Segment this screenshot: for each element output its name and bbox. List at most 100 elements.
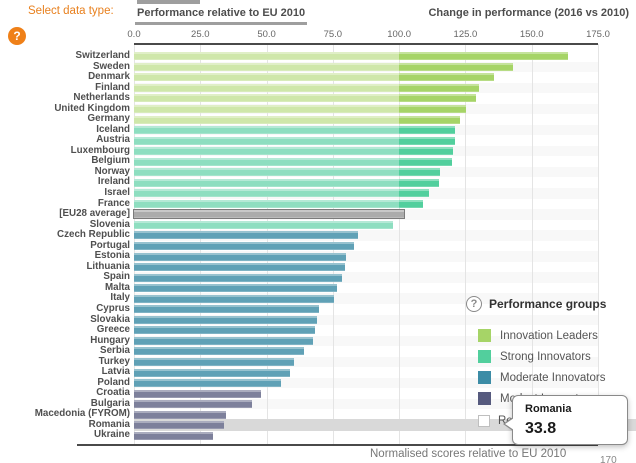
bar-segment-base <box>134 252 347 261</box>
country-label: Greece <box>96 324 130 336</box>
legend-item-label: Moderate Innovators <box>500 371 606 384</box>
country-bar[interactable] <box>134 326 316 335</box>
bar-segment-base <box>134 315 317 324</box>
country-bar[interactable] <box>134 284 338 293</box>
country-bar[interactable] <box>134 389 261 398</box>
country-bar[interactable] <box>134 126 456 135</box>
bar-segment-base <box>134 210 400 219</box>
country-bar[interactable] <box>134 62 514 71</box>
country-bar[interactable] <box>134 157 453 166</box>
country-label: Switzerland <box>75 50 130 61</box>
bar-segment-base <box>134 52 400 61</box>
country-bar[interactable] <box>132 209 406 220</box>
row-stripe <box>134 409 598 420</box>
country-bar[interactable] <box>134 52 568 61</box>
row-stripe <box>134 335 598 347</box>
tooltip-country: Romania <box>525 403 572 415</box>
row-stripe <box>134 367 598 378</box>
legend-item[interactable]: Strong Innovators <box>478 346 606 367</box>
bar-segment-above-reference <box>399 115 461 124</box>
axis-tick-label: 75.0 <box>323 29 343 40</box>
country-bar[interactable] <box>134 421 224 430</box>
gridline <box>598 44 599 445</box>
legend-swatch <box>478 371 491 384</box>
gridline <box>465 44 467 445</box>
country-bar[interactable] <box>134 231 359 240</box>
row-stripe <box>134 398 598 410</box>
row-stripe <box>134 377 598 389</box>
bar-segment-base <box>134 231 359 240</box>
bar-segment-base <box>134 400 253 409</box>
country-bar[interactable] <box>134 83 480 92</box>
country-bar[interactable] <box>134 357 295 366</box>
tab-change-in-performance[interactable]: Change in performance (2016 vs 2010) <box>428 7 629 19</box>
legend-help-icon[interactable]: ? <box>466 296 482 312</box>
country-label: Slovakia <box>90 313 130 325</box>
country-bar[interactable] <box>134 189 430 198</box>
corner-number: 170 <box>600 455 617 463</box>
axis-tick-label: 125.0 <box>453 29 478 40</box>
reference-checkbox[interactable] <box>478 415 490 427</box>
country-bar[interactable] <box>134 168 441 177</box>
country-bar[interactable] <box>134 410 227 419</box>
legend-item-label: Innovation Leaders <box>500 329 598 342</box>
legend-item[interactable]: Innovation Leaders <box>478 325 606 346</box>
country-label: Ireland <box>97 176 130 188</box>
bar-segment-base <box>134 357 295 366</box>
country-bar[interactable] <box>134 105 466 113</box>
country-bar[interactable] <box>134 136 455 145</box>
country-bar[interactable] <box>134 379 282 388</box>
bar-segment-above-reference <box>399 105 466 113</box>
axis-tick-label: 100.0 <box>387 29 412 40</box>
country-label: United Kingdom <box>54 102 130 114</box>
country-bar[interactable] <box>134 368 290 377</box>
row-stripe <box>134 282 598 294</box>
bar-segment-base <box>134 105 400 113</box>
country-label: Israel <box>104 187 130 199</box>
bar-segment-base <box>134 379 282 388</box>
active-tab-underline <box>135 22 307 25</box>
country-bar[interactable] <box>134 220 394 229</box>
country-bar[interactable] <box>134 73 495 82</box>
country-bar[interactable] <box>134 178 440 187</box>
country-bar[interactable] <box>134 94 476 103</box>
country-bar[interactable] <box>134 147 454 156</box>
bar-segment-above-reference <box>399 168 441 177</box>
country-bar[interactable] <box>134 315 317 324</box>
country-label: Austria <box>96 134 130 146</box>
country-label: Netherlands <box>73 92 130 104</box>
bar-segment-above-reference <box>399 178 440 187</box>
country-label: Poland <box>97 376 130 388</box>
legend-item[interactable]: Moderate Innovators <box>478 367 606 388</box>
country-bar[interactable] <box>134 199 423 208</box>
country-bar[interactable] <box>134 294 334 303</box>
country-bar[interactable] <box>134 273 343 282</box>
country-bar[interactable] <box>134 431 213 440</box>
country-bar[interactable] <box>134 347 305 356</box>
country-bar[interactable] <box>134 252 347 261</box>
bar-segment-base <box>134 220 394 229</box>
country-bar[interactable] <box>134 263 345 272</box>
country-bar[interactable] <box>134 305 320 314</box>
axis-tick-label: 175.0 <box>586 29 610 40</box>
country-label: Romania <box>88 418 130 430</box>
country-bar[interactable] <box>134 242 354 251</box>
help-icon[interactable]: ? <box>8 27 26 45</box>
bar-segment-base <box>134 94 400 103</box>
country-bar[interactable] <box>134 115 461 124</box>
country-bar[interactable] <box>134 400 253 409</box>
country-label: [EU28 average] <box>59 208 130 220</box>
row-stripe <box>134 430 598 441</box>
bar-segment-above-reference <box>399 83 480 92</box>
bar-segment-base <box>134 136 400 145</box>
row-stripe <box>134 272 598 283</box>
country-bar[interactable] <box>134 336 314 345</box>
tab-performance-relative[interactable]: Performance relative to EU 2010 <box>137 7 306 19</box>
bar-segment-base <box>134 326 316 335</box>
bar-segment-base <box>134 189 400 198</box>
row-stripe <box>134 261 598 273</box>
bar-segment-base <box>134 263 345 272</box>
bar-segment-base <box>134 147 400 156</box>
bar-segment-base <box>134 431 213 440</box>
